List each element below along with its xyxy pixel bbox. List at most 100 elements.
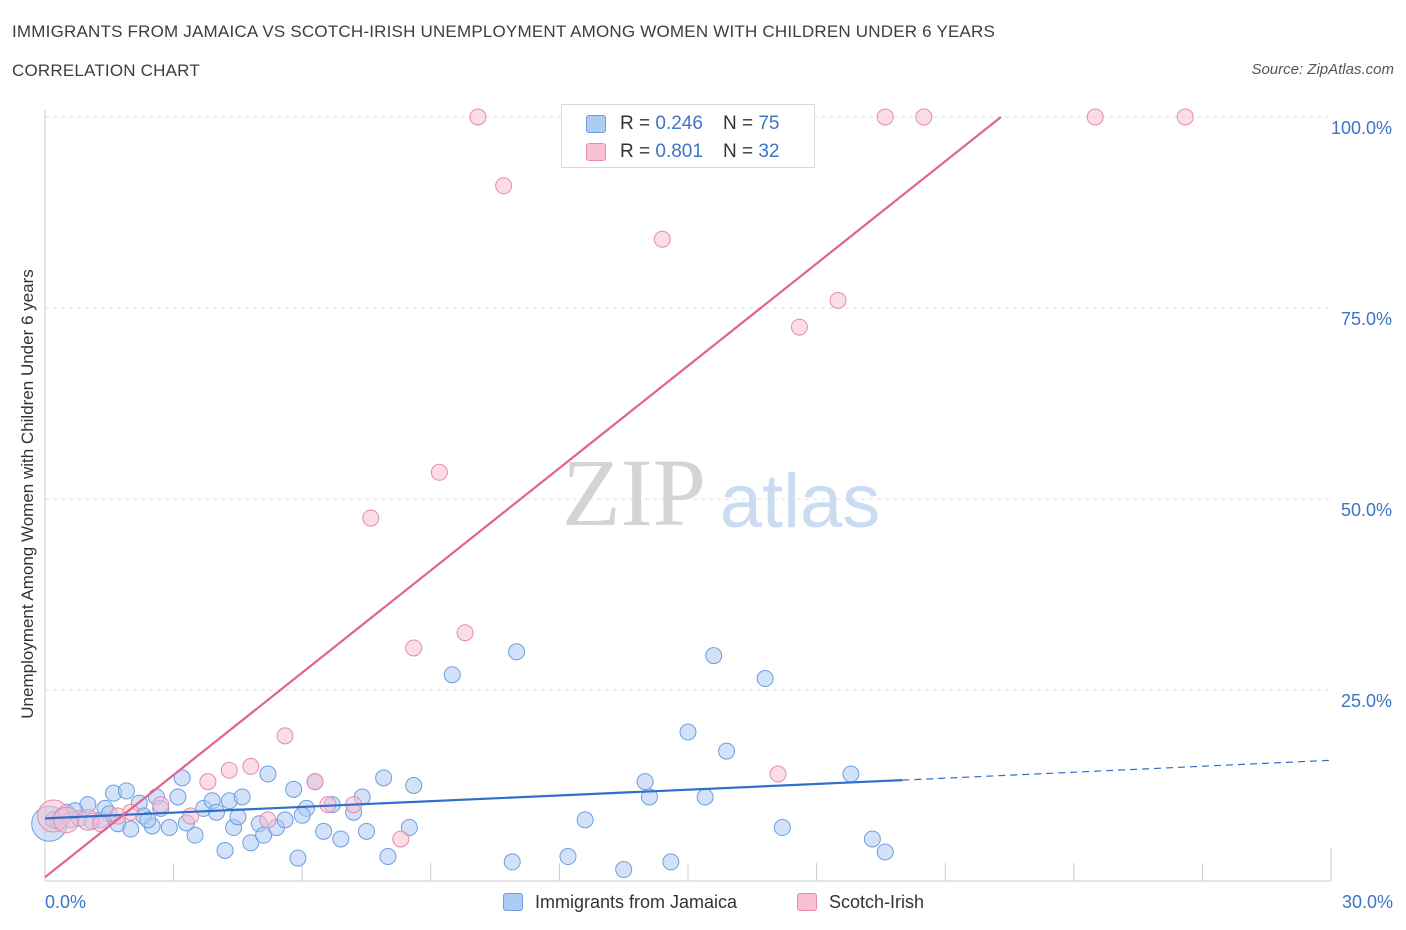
jamaica-point: [216, 841, 234, 859]
scotch-irish-point: [456, 624, 474, 642]
scotch-irish-point: [220, 761, 238, 779]
jamaica-trend-extension: [902, 759, 1332, 781]
jamaica-point: [718, 742, 736, 760]
y-axis-label: Unemployment Among Women with Children U…: [18, 269, 37, 718]
jamaica-point: [229, 808, 247, 826]
watermark: ZIP atlas: [562, 439, 880, 546]
scotch-irish-point: [53, 806, 80, 834]
watermark-atlas: atlas: [720, 459, 881, 544]
y-tick-label: 25.0%: [1341, 691, 1392, 711]
scotch-irish-point: [362, 509, 380, 527]
legend-r-label: R =: [620, 141, 651, 162]
legend-n-value: 75: [758, 113, 780, 134]
scotch-irish-point: [790, 318, 808, 336]
jamaica-point: [276, 811, 294, 829]
scotch-irish-point: [392, 830, 410, 848]
scotch-irish-point: [1086, 108, 1104, 126]
scotch-irish-point: [430, 463, 448, 481]
scotch-irish-point: [495, 177, 513, 195]
jamaica-trend-line: [44, 779, 903, 820]
jamaica-point: [559, 848, 577, 866]
jamaica-point: [662, 853, 680, 871]
scotch-irish-point: [122, 803, 140, 821]
chart-title: IMMIGRANTS FROM JAMAICA VS SCOTCH-IRISH …: [12, 22, 996, 41]
jamaica-point: [375, 769, 393, 787]
source-credit: Source: ZipAtlas.com: [1251, 61, 1394, 78]
jamaica-point: [696, 788, 714, 806]
jamaica-point: [285, 780, 303, 798]
jamaica-point: [160, 819, 178, 837]
legend-swatch-pink: [586, 143, 606, 161]
legend-item-jamaica: Immigrants from Jamaica: [503, 890, 737, 914]
y-tick-label: 100.0%: [1331, 118, 1392, 138]
gridlines: [45, 116, 1331, 691]
jamaica-point: [876, 843, 894, 861]
jamaica-point: [207, 803, 225, 821]
scotch-irish-point: [182, 807, 200, 825]
legend-n-value: 32: [758, 141, 780, 162]
jamaica-point: [405, 777, 423, 794]
scotch-irish-point: [152, 796, 170, 814]
jamaica-point: [773, 819, 791, 837]
legend-row-jamaica: R = 0.246 N = 75: [586, 112, 779, 136]
scotch-irish-point: [829, 291, 847, 309]
jamaica-point: [173, 769, 191, 787]
scotch-irish-point: [276, 727, 294, 745]
legend-swatch-pink: [797, 893, 817, 911]
jamaica-point: [293, 806, 311, 824]
jamaica-point: [443, 666, 461, 684]
legend-r-value: 0.801: [655, 141, 703, 162]
legend-swatch-blue: [503, 893, 523, 911]
legend-row-scotch-irish: R = 0.801 N = 32: [586, 140, 779, 164]
scotch-irish-point: [242, 757, 260, 775]
trend-lines: [44, 116, 1332, 879]
scotch-irish-point: [405, 639, 423, 657]
watermark-zip: ZIP: [562, 439, 706, 546]
chart-subtitle: CORRELATION CHART: [12, 61, 200, 80]
jamaica-point: [332, 830, 350, 848]
legend-r-label: R =: [620, 113, 651, 134]
y-tick-label: 75.0%: [1341, 309, 1392, 329]
jamaica-point: [705, 647, 723, 665]
legend-r-value: 0.246: [655, 113, 703, 134]
legend-item-scotch-irish: Scotch-Irish: [797, 890, 924, 914]
jamaica-point: [576, 811, 594, 829]
scotch-irish-point: [915, 108, 933, 126]
jamaica-point: [400, 819, 418, 837]
jamaica-point: [186, 826, 204, 844]
jamaica-point: [842, 765, 860, 783]
jamaica-point: [679, 723, 697, 741]
scotch-irish-point: [469, 108, 487, 126]
x-tick-label: 30.0%: [1342, 892, 1393, 912]
jamaica-point: [636, 773, 654, 791]
jamaica-point: [122, 820, 140, 838]
y-tick-label: 50.0%: [1341, 500, 1392, 520]
jamaica-point: [358, 822, 375, 840]
scotch-irish-point: [199, 773, 217, 791]
scotch-irish-point: [769, 765, 787, 783]
jamaica-point: [259, 765, 277, 783]
legend-label-jamaica: Immigrants from Jamaica: [535, 891, 738, 912]
correlation-legend: R = 0.246 N = 75 R = 0.801 N = 32: [561, 104, 815, 168]
legend-n-label: N =: [722, 113, 754, 134]
scotch-irish-point: [306, 773, 324, 791]
x-tick-label: 0.0%: [45, 892, 86, 912]
scotch-irish-point: [876, 108, 894, 126]
jamaica-point: [640, 788, 658, 806]
jamaica-point: [863, 830, 881, 848]
jamaica-point: [242, 834, 260, 852]
scotch-irish-point: [653, 230, 671, 248]
scotch-irish-point: [259, 811, 277, 829]
jamaica-point: [315, 822, 333, 840]
jamaica-point: [508, 643, 526, 661]
jamaica-point: [379, 848, 397, 866]
jamaica-point: [139, 811, 157, 829]
jamaica-point: [233, 788, 251, 806]
axis-labels: Unemployment Among Women with Children U…: [18, 118, 1393, 912]
jamaica-point: [615, 861, 633, 879]
scotch-irish-trend-line: [44, 116, 1002, 879]
axes: [44, 110, 1332, 882]
jamaica-point: [169, 788, 187, 806]
jamaica-point: [503, 853, 521, 871]
